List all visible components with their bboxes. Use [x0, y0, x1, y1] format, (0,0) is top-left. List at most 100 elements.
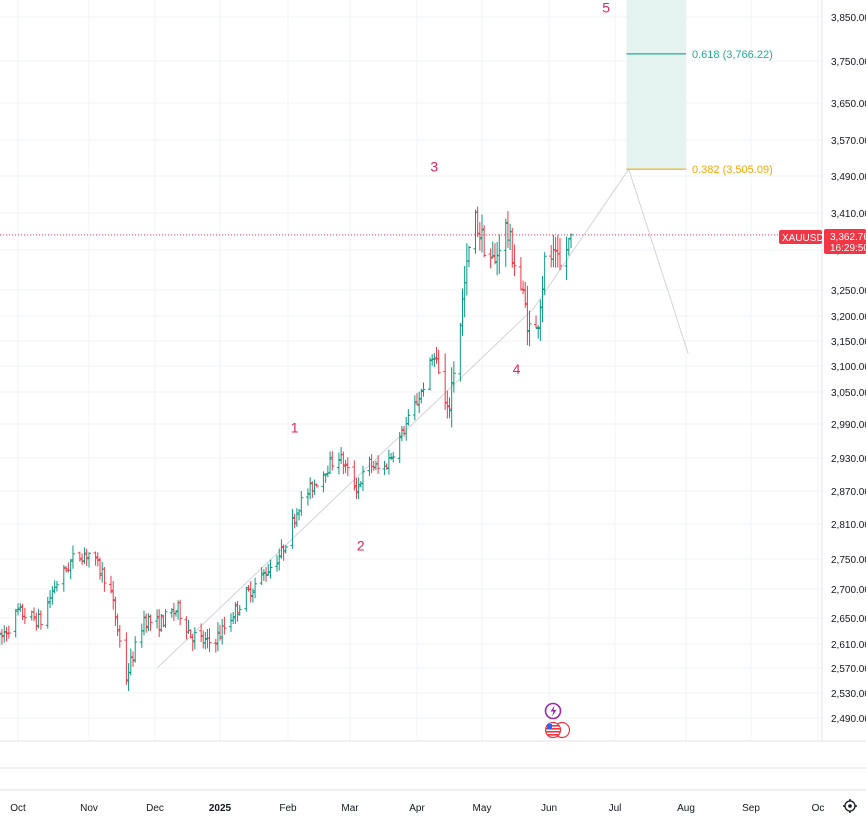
ohlc-bar[interactable] — [146, 613, 151, 632]
ohlc-bar[interactable] — [345, 457, 350, 477]
ohlc-bar[interactable] — [2, 625, 7, 643]
wave-label-4[interactable]: 4 — [513, 361, 521, 377]
ohlc-bar[interactable] — [0, 628, 4, 645]
ohlc-bar[interactable] — [64, 566, 69, 573]
ohlc-bar[interactable] — [551, 234, 556, 268]
ohlc-bar[interactable] — [34, 612, 39, 631]
ohlc-bar[interactable] — [299, 490, 304, 516]
ohlc-bar[interactable] — [192, 627, 197, 650]
ohlc-bar[interactable] — [215, 622, 220, 652]
ohlc-bar[interactable] — [325, 465, 330, 478]
ohlc-bar[interactable] — [391, 452, 396, 463]
ohlc-bar[interactable] — [495, 241, 500, 276]
ohlc-bar[interactable] — [93, 551, 98, 566]
ohlc-bar[interactable] — [222, 616, 227, 635]
ohlc-bar[interactable] — [566, 237, 571, 256]
ohlc-bar[interactable] — [389, 452, 394, 461]
ohlc-bar[interactable] — [421, 382, 426, 397]
ohlc-bar[interactable] — [50, 586, 55, 605]
ohlc-bar[interactable] — [330, 451, 335, 471]
ohlc-bar[interactable] — [497, 234, 502, 274]
ohlc-bar[interactable] — [341, 451, 346, 475]
ohlc-bar[interactable] — [290, 508, 295, 549]
ohlc-bar[interactable] — [82, 547, 87, 565]
ohlc-bar[interactable] — [451, 361, 456, 393]
ohlc-bar[interactable] — [36, 608, 41, 629]
ohlc-bar[interactable] — [527, 310, 532, 347]
ohlc-bar[interactable] — [77, 551, 82, 562]
ohlc-bar[interactable] — [523, 282, 528, 308]
ohlc-bar[interactable] — [462, 266, 467, 318]
ohlc-bar[interactable] — [430, 354, 435, 366]
ohlc-bar[interactable] — [61, 565, 66, 592]
ohlc-bar[interactable] — [277, 548, 282, 571]
ohlc-bar[interactable] — [399, 425, 404, 442]
ohlc-bar[interactable] — [492, 243, 497, 265]
ohlc-bar[interactable] — [113, 596, 118, 626]
ohlc-bar[interactable] — [553, 237, 558, 268]
settings-gear-icon[interactable] — [843, 799, 857, 813]
ohlc-bar[interactable] — [449, 367, 454, 428]
ohlc-bar[interactable] — [142, 610, 146, 636]
ohlc-bar[interactable] — [294, 508, 299, 527]
ohlc-bar[interactable] — [266, 563, 271, 576]
wave-label-2[interactable]: 2 — [357, 537, 365, 553]
ohlc-bar[interactable] — [253, 577, 258, 599]
ohlc-bar[interactable] — [87, 552, 91, 568]
ohlc-bar[interactable] — [488, 248, 493, 269]
ohlc-bar[interactable] — [144, 613, 149, 633]
ohlc-bar[interactable] — [248, 581, 253, 603]
ohlc-bar[interactable] — [264, 566, 269, 582]
ohlc-bar[interactable] — [343, 459, 348, 474]
ohlc-bar[interactable] — [18, 603, 23, 613]
ohlc-bar[interactable] — [100, 562, 105, 583]
ohlc-bar[interactable] — [505, 211, 510, 248]
ohlc-bar[interactable] — [68, 558, 73, 580]
ohlc-bar[interactable] — [312, 479, 317, 495]
ohlc-bar[interactable] — [186, 619, 191, 634]
ohlc-bar[interactable] — [228, 613, 233, 632]
ohlc-bar[interactable] — [412, 395, 417, 421]
ohlc-bar[interactable] — [512, 244, 517, 277]
ohlc-bar[interactable] — [508, 223, 513, 251]
ohlc-bar[interactable] — [126, 663, 131, 691]
ohlc-bar[interactable] — [376, 455, 381, 474]
ohlc-bar[interactable] — [521, 280, 526, 295]
ohlc-bar[interactable] — [328, 451, 333, 475]
ohlc-bar[interactable] — [246, 584, 251, 592]
ohlc-bar[interactable] — [199, 623, 204, 643]
ohlc-bar[interactable] — [176, 600, 181, 620]
ohlc-bar[interactable] — [38, 610, 43, 630]
ohlc-bar[interactable] — [540, 275, 545, 323]
ohlc-bar[interactable] — [268, 559, 273, 579]
time-axis[interactable]: Oct Nov Dec 2025 Feb Mar Apr May Jun Jul Aug Sep Oc — [10, 803, 824, 814]
ohlc-bar[interactable] — [131, 651, 135, 667]
ohlc-bar[interactable] — [48, 590, 53, 608]
ohlc-bar[interactable] — [538, 299, 543, 341]
ohlc-bar[interactable] — [518, 256, 523, 291]
ohlc-bar[interactable] — [22, 607, 27, 624]
ohlc-bar[interactable] — [447, 397, 452, 419]
ohlc-bar[interactable] — [133, 636, 138, 663]
ohlc-bar[interactable] — [443, 353, 448, 410]
ohlc-bar[interactable] — [305, 488, 310, 506]
ohlc-bar[interactable] — [406, 409, 411, 426]
us-flag-icon[interactable] — [544, 721, 571, 739]
ohlc-bar[interactable] — [480, 214, 484, 253]
ohlc-bar[interactable] — [218, 624, 222, 641]
ohlc-bar[interactable] — [163, 609, 168, 628]
ohlc-bar[interactable] — [354, 478, 359, 499]
ohlc-bar[interactable] — [111, 581, 116, 610]
ohlc-bar[interactable] — [475, 206, 480, 238]
ohlc-bar[interactable] — [213, 638, 218, 653]
ohlc-bar[interactable] — [98, 557, 102, 580]
ohlc-bar[interactable] — [542, 252, 547, 296]
ohlc-bar[interactable] — [321, 471, 326, 493]
ohlc-bar[interactable] — [373, 460, 378, 471]
ohlc-bar[interactable] — [534, 315, 539, 329]
ohlc-bar[interactable] — [124, 632, 129, 685]
ohlc-bar[interactable] — [84, 548, 89, 567]
ohlc-bar[interactable] — [292, 513, 297, 529]
wave-label-1[interactable]: 1 — [291, 420, 299, 436]
ohlc-bar[interactable] — [477, 222, 482, 251]
